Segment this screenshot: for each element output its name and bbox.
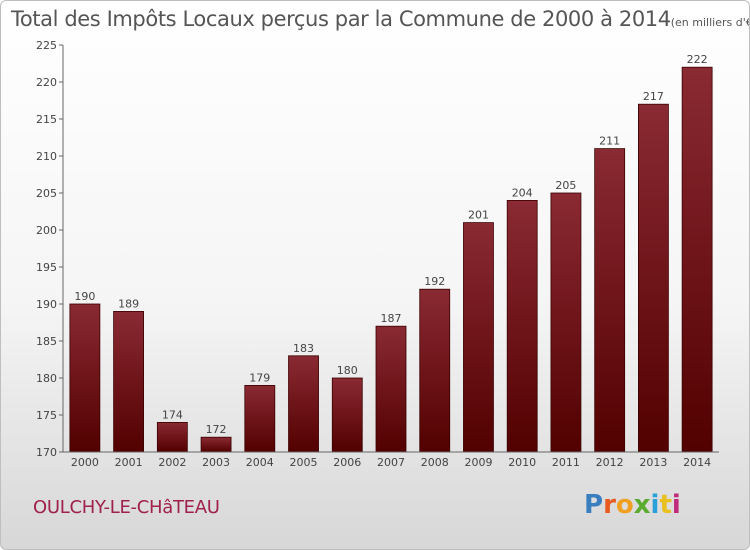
bar-2003 [200, 436, 232, 453]
bar-2007 [375, 325, 407, 453]
data-label-2000: 190 [74, 290, 95, 303]
proxiti-logo: Proxiti [584, 490, 681, 520]
x-tick-2006: 2006 [333, 456, 361, 469]
bar-2009 [463, 222, 494, 453]
bar-2012 [594, 148, 626, 453]
y-tick-170: 170 [36, 446, 57, 459]
y-tick-185: 185 [36, 335, 57, 348]
x-tick-2002: 2002 [158, 456, 186, 469]
data-label-2004: 179 [249, 371, 270, 384]
y-tick-225: 225 [36, 39, 57, 52]
x-tick-2007: 2007 [377, 456, 405, 469]
x-tick-2010: 2010 [508, 456, 536, 469]
data-label-2014: 222 [687, 53, 708, 66]
bar-2013 [638, 103, 669, 453]
x-tick-2005: 2005 [290, 456, 318, 469]
data-label-2012: 211 [599, 135, 620, 148]
x-tick-2000: 2000 [71, 456, 99, 469]
y-tick-180: 180 [36, 372, 57, 385]
y-tick-220: 220 [36, 76, 57, 89]
x-tick-2004: 2004 [246, 456, 274, 469]
brand-letter: x [633, 490, 651, 520]
y-tick-190: 190 [36, 298, 57, 311]
y-tick-175: 175 [36, 409, 57, 422]
x-tick-2009: 2009 [464, 456, 492, 469]
brand-letter: r [603, 490, 616, 520]
data-label-2003: 172 [206, 423, 227, 436]
x-tick-2013: 2013 [639, 456, 667, 469]
y-tick-200: 200 [36, 224, 57, 237]
bar-2010 [506, 199, 538, 453]
bar-2001 [113, 310, 144, 453]
commune-name: OULCHY-LE-CHâTEAU [33, 497, 220, 518]
x-tick-2001: 2001 [115, 456, 143, 469]
bar-2000 [69, 303, 101, 453]
x-tick-2014: 2014 [683, 456, 711, 469]
data-label-2013: 217 [643, 90, 664, 103]
bar-2002 [156, 421, 188, 453]
bar-2005 [288, 355, 319, 453]
data-label-2001: 189 [118, 297, 139, 310]
bar-2004 [244, 384, 276, 453]
brand-letter: i [650, 490, 660, 520]
data-label-2011: 205 [555, 179, 576, 192]
data-label-2009: 201 [468, 209, 489, 222]
data-label-2002: 174 [162, 408, 183, 421]
brand-letter: t [659, 490, 672, 520]
bar-2008 [419, 288, 451, 453]
chart-title-text: Total des Impôts Locaux perçus par la Co… [11, 7, 671, 31]
x-tick-2008: 2008 [421, 456, 449, 469]
data-label-2010: 204 [512, 186, 533, 199]
brand-letter: o [615, 490, 634, 520]
bar-2011 [550, 192, 582, 453]
x-tick-2011: 2011 [552, 456, 580, 469]
x-tick-2012: 2012 [596, 456, 624, 469]
chart-title: Total des Impôts Locaux perçus par la Co… [11, 7, 750, 31]
brand-letter: i [671, 490, 681, 520]
y-tick-195: 195 [36, 261, 57, 274]
brand-letter: P [584, 490, 604, 520]
bar-2006 [331, 377, 363, 453]
bar-2014 [681, 66, 713, 453]
chart-unit-text: (en milliers d'€) [670, 16, 750, 29]
y-tick-205: 205 [36, 187, 57, 200]
y-tick-210: 210 [36, 150, 57, 163]
data-label-2007: 187 [381, 312, 402, 325]
x-tick-2003: 2003 [202, 456, 230, 469]
data-label-2006: 180 [337, 364, 358, 377]
data-label-2005: 183 [293, 342, 314, 355]
y-tick-215: 215 [36, 113, 57, 126]
data-label-2008: 192 [424, 275, 445, 288]
